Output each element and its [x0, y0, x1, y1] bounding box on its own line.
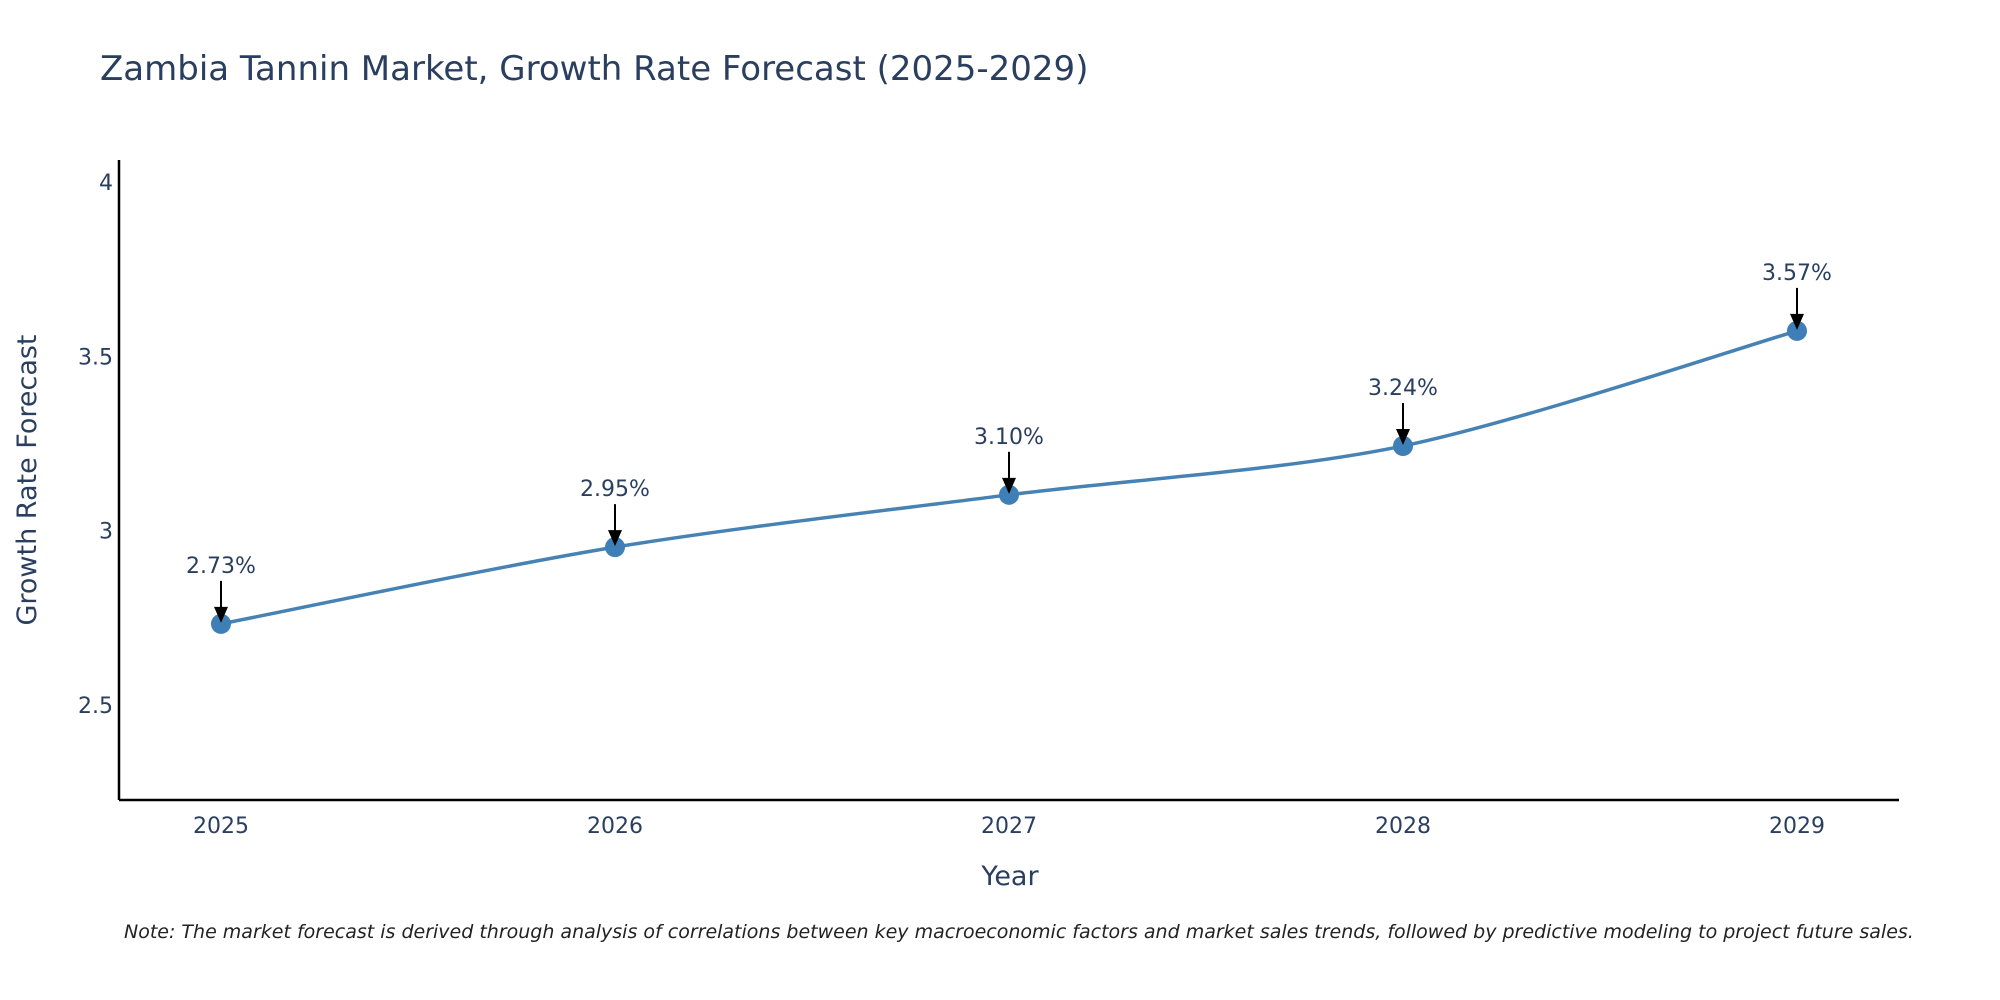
- data-label: 2.95%: [580, 477, 650, 502]
- chart-title: Zambia Tannin Market, Growth Rate Foreca…: [100, 49, 1088, 89]
- y-tick-label: 3.5: [78, 345, 113, 370]
- data-point: [1393, 435, 1413, 456]
- annotation-arrow-head: [1396, 428, 1410, 445]
- x-tick-label: 2025: [193, 814, 249, 839]
- data-label: 2.73%: [186, 554, 256, 579]
- series: [211, 320, 1807, 634]
- data-point: [1787, 320, 1807, 341]
- footnote: Note: The market forecast is derived thr…: [124, 921, 1914, 943]
- data-point: [999, 484, 1019, 505]
- x-tick-label: 2028: [1375, 814, 1431, 839]
- x-tick-labels: 2025 2026 2027 2028 2029: [193, 814, 1825, 839]
- data-point: [211, 613, 231, 634]
- annotation-arrow-head: [1790, 313, 1804, 330]
- data-point: [605, 537, 625, 558]
- axes: [117, 160, 1899, 802]
- y-tick-label: 2.5: [78, 694, 113, 719]
- data-label: 3.24%: [1368, 376, 1438, 401]
- x-tick-label: 2026: [587, 814, 643, 839]
- annotations: 2.73% 2.95% 3.10% 3.24% 3.57%: [186, 261, 1832, 623]
- data-label: 3.57%: [1762, 261, 1832, 286]
- x-tick-label: 2029: [1769, 814, 1825, 839]
- x-tick-label: 2027: [981, 814, 1037, 839]
- y-tick-label: 4: [99, 171, 113, 196]
- annotation-arrow-head: [608, 530, 622, 547]
- y-tick-label: 3: [99, 520, 113, 545]
- y-tick-labels: 2.5 3 3.5 4: [78, 171, 113, 719]
- x-axis-label: Year: [980, 861, 1039, 892]
- y-axis-label: Growth Rate Forecast: [12, 334, 43, 625]
- data-label: 3.10%: [974, 425, 1044, 450]
- annotation-arrow-head: [214, 606, 228, 623]
- annotation-arrow-head: [1002, 477, 1016, 494]
